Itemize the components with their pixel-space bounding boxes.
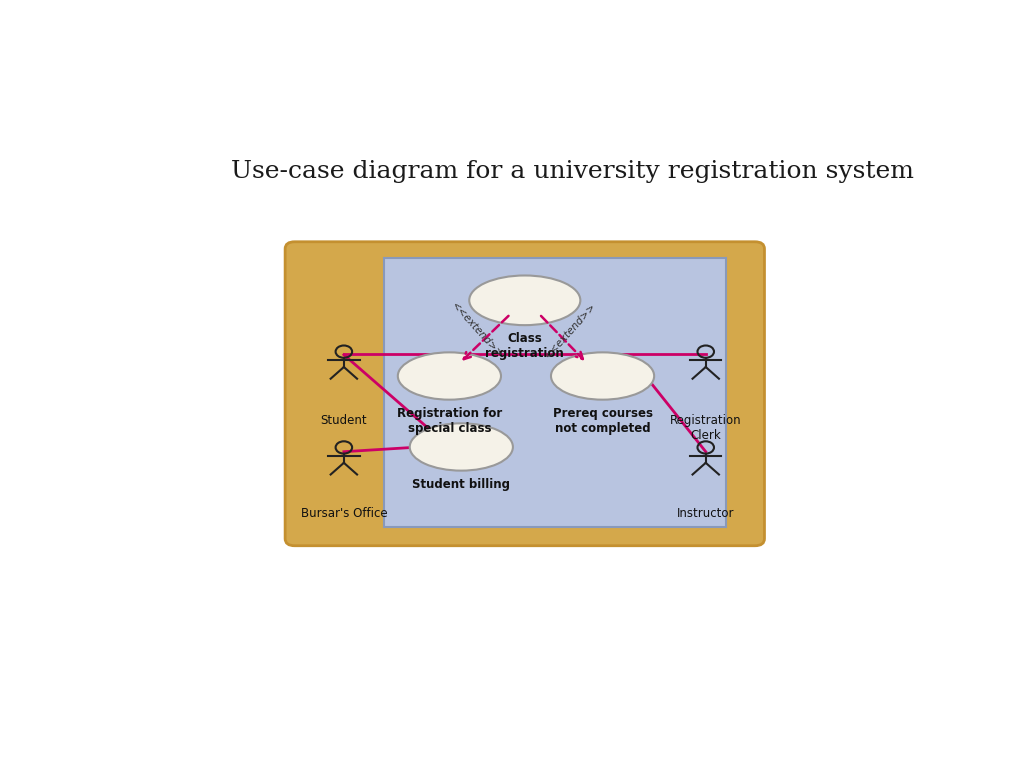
Text: Bursar's Office: Bursar's Office xyxy=(301,508,387,520)
Ellipse shape xyxy=(410,423,513,471)
Text: Prereq courses
not completed: Prereq courses not completed xyxy=(553,407,652,435)
Text: Use-case diagram for a university registration system: Use-case diagram for a university regist… xyxy=(231,161,914,184)
Text: <<extend>>: <<extend>> xyxy=(544,300,598,360)
FancyBboxPatch shape xyxy=(384,258,726,527)
Ellipse shape xyxy=(551,353,654,399)
Text: <<extend>>: <<extend>> xyxy=(450,300,505,360)
Text: Registration for
special class: Registration for special class xyxy=(396,407,502,435)
Text: Registration
Clerk: Registration Clerk xyxy=(670,415,741,442)
Text: Student billing: Student billing xyxy=(413,478,510,491)
FancyBboxPatch shape xyxy=(285,242,765,546)
Text: Student: Student xyxy=(321,415,368,428)
Text: Class
registration: Class registration xyxy=(485,333,564,360)
Ellipse shape xyxy=(469,276,581,325)
Ellipse shape xyxy=(397,353,501,399)
Text: Instructor: Instructor xyxy=(677,508,734,520)
